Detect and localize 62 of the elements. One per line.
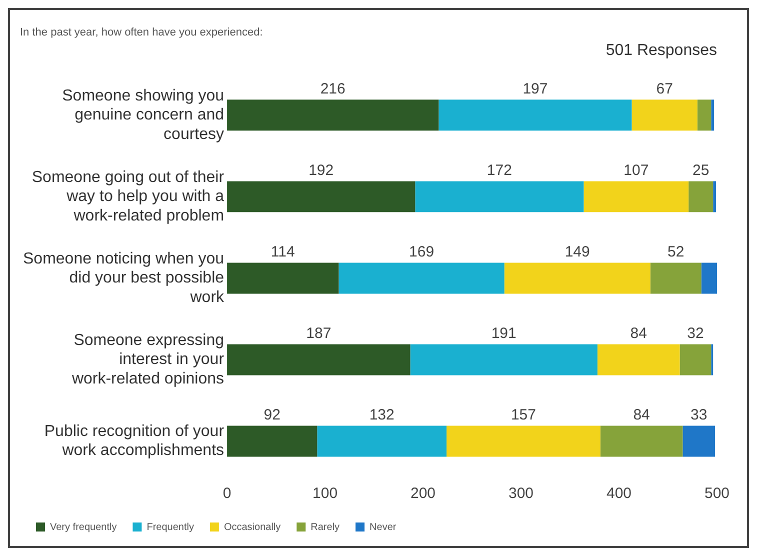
bar	[632, 100, 698, 131]
bar	[701, 262, 717, 294]
data-label: 169	[409, 243, 434, 260]
bar	[697, 100, 712, 131]
y-tick-label: Someone showing you genuine concern and courtesy	[62, 87, 224, 143]
bar	[446, 426, 600, 457]
bar	[438, 100, 632, 131]
legend-label: Occasionally	[224, 522, 281, 533]
data-label: 84	[630, 324, 647, 342]
bar	[227, 426, 318, 457]
bar	[227, 344, 410, 376]
data-label: 114	[270, 243, 295, 260]
chart-title: In the past year, how often have you experienced:	[20, 26, 263, 39]
legend-label: Frequently	[146, 522, 194, 533]
y-tick-label: Public recognition of your work accomplishments	[44, 423, 225, 460]
bar	[410, 344, 598, 376]
legend-label: Rarely	[310, 522, 340, 533]
legend-label: Never	[370, 522, 397, 533]
data-label: 67	[656, 80, 673, 98]
x-tick-label: 300	[508, 485, 534, 502]
bar	[338, 262, 504, 294]
bar	[680, 344, 712, 376]
bar	[317, 426, 447, 457]
bar	[650, 262, 702, 294]
data-label: 107	[624, 162, 649, 179]
chart-subtitle: 501 Responses	[606, 42, 717, 60]
data-label: 157	[510, 406, 536, 424]
data-label: 149	[564, 243, 590, 260]
bar	[227, 100, 439, 131]
bar	[682, 426, 716, 457]
data-label: 92	[264, 406, 280, 424]
data-label: 25	[692, 162, 710, 179]
data-label: 84	[633, 406, 650, 424]
y-tick-label: Someone expressing interest in your work-related opinions	[70, 332, 225, 388]
bar	[688, 181, 714, 212]
data-label: 192	[308, 162, 334, 179]
data-label: 172	[486, 162, 512, 179]
data-label: 191	[491, 324, 516, 342]
bar	[227, 262, 339, 294]
x-tick-label: 500	[704, 485, 730, 502]
x-tick-label: 200	[410, 485, 436, 502]
x-tick-label: 400	[606, 485, 632, 502]
bar	[713, 181, 716, 212]
bar	[227, 181, 416, 212]
bar	[584, 181, 689, 212]
data-label: 52	[668, 243, 684, 260]
data-label: 216	[320, 80, 346, 98]
y-tick-label: Someone going out of their way to help you with a work-related problem	[32, 168, 225, 224]
legend-label: Very frequently	[50, 522, 117, 533]
bar	[504, 262, 650, 294]
data-label: 33	[690, 406, 708, 424]
bar	[600, 426, 683, 457]
bar	[711, 100, 714, 131]
data-label: 132	[369, 406, 394, 424]
bar	[597, 344, 680, 376]
x-tick-label: 0	[222, 485, 232, 502]
bar	[415, 181, 584, 212]
data-label: 187	[306, 324, 332, 342]
x-tick-label: 100	[312, 485, 338, 502]
data-label: 32	[687, 324, 704, 342]
data-label: 197	[522, 80, 548, 98]
y-tick-label: Someone noticing when you did your best possible work	[22, 250, 226, 306]
